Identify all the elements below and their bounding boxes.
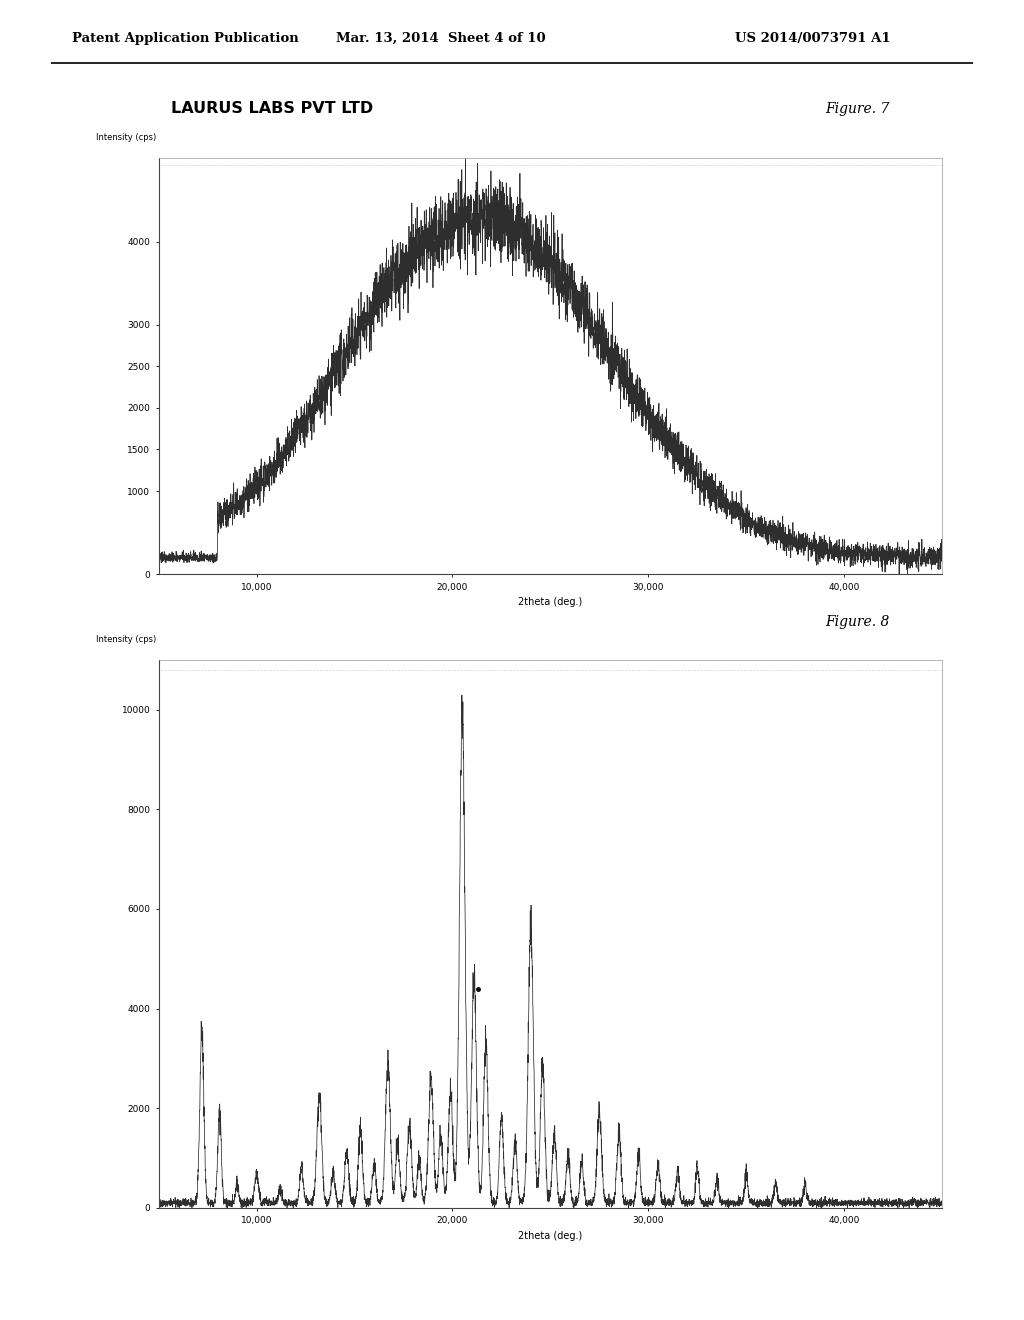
Text: Figure. 7: Figure. 7	[825, 102, 890, 116]
Text: Intensity (cps): Intensity (cps)	[96, 635, 157, 644]
Text: US 2014/0073791 A1: US 2014/0073791 A1	[735, 32, 891, 45]
X-axis label: 2theta (deg.): 2theta (deg.)	[518, 1230, 583, 1241]
Text: Mar. 13, 2014  Sheet 4 of 10: Mar. 13, 2014 Sheet 4 of 10	[336, 32, 545, 45]
X-axis label: 2theta (deg.): 2theta (deg.)	[518, 597, 583, 607]
Text: Intensity (cps): Intensity (cps)	[96, 133, 157, 141]
Text: Patent Application Publication: Patent Application Publication	[72, 32, 298, 45]
Text: LAURUS LABS PVT LTD: LAURUS LABS PVT LTD	[171, 102, 374, 116]
Text: Figure. 8: Figure. 8	[825, 615, 890, 628]
